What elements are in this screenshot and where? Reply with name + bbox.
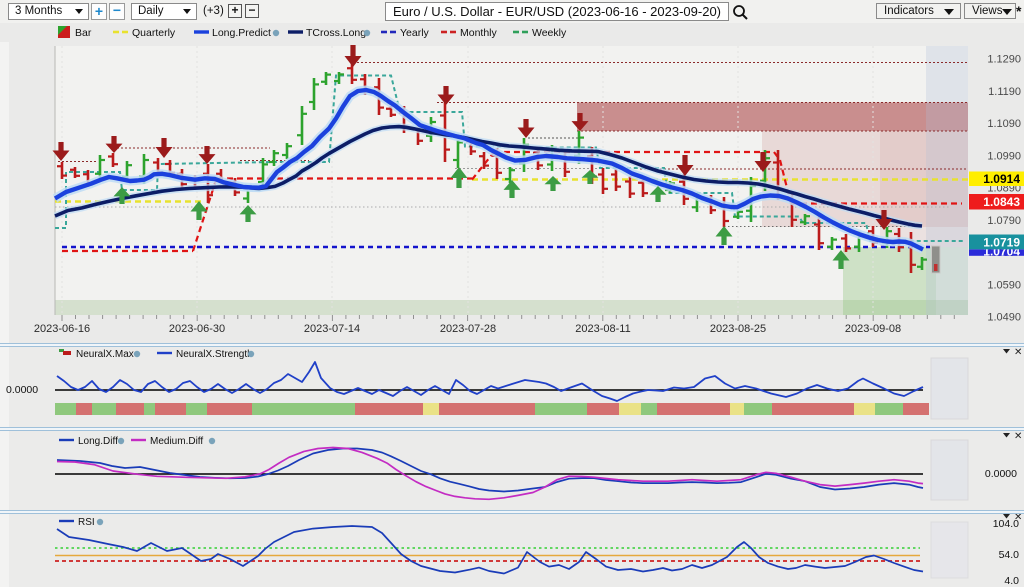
svg-text:Long.Diff: Long.Diff [78, 436, 118, 447]
svg-text:NeuralX.Strength: NeuralX.Strength [176, 349, 253, 360]
svg-text:1.1190: 1.1190 [988, 86, 1021, 98]
svg-text:0.0000: 0.0000 [6, 384, 38, 396]
svg-text:2023-09-08: 2023-09-08 [845, 323, 901, 335]
svg-text:1.0843: 1.0843 [983, 195, 1020, 209]
svg-text:1.0719: 1.0719 [983, 236, 1020, 250]
svg-text:RSI: RSI [78, 517, 95, 528]
svg-text:1.0790: 1.0790 [987, 215, 1021, 227]
svg-text:Medium.Diff: Medium.Diff [150, 436, 203, 447]
svg-text:1.0490: 1.0490 [987, 312, 1021, 324]
svg-text:0.0000: 0.0000 [985, 468, 1017, 480]
svg-text:Quarterly: Quarterly [132, 27, 176, 39]
svg-text:TCross.Long: TCross.Long [306, 27, 366, 39]
svg-text:NeuralX.Max: NeuralX.Max [76, 349, 134, 360]
svg-text:2023-06-30: 2023-06-30 [169, 323, 225, 335]
svg-text:1.0590: 1.0590 [987, 279, 1021, 291]
svg-text:2023-06-16: 2023-06-16 [34, 323, 90, 335]
svg-text:✕: ✕ [1014, 347, 1022, 358]
svg-text:1.0914: 1.0914 [983, 172, 1020, 186]
svg-text:1.1090: 1.1090 [987, 118, 1021, 130]
svg-text:✕: ✕ [1014, 514, 1022, 523]
svg-text:Bar: Bar [75, 27, 92, 39]
svg-text:Monthly: Monthly [460, 27, 498, 39]
svg-text:1.1290: 1.1290 [987, 54, 1021, 66]
svg-text:2023-07-14: 2023-07-14 [304, 323, 360, 335]
svg-text:1.0990: 1.0990 [987, 150, 1021, 162]
svg-text:4.0: 4.0 [1004, 575, 1019, 587]
svg-text:2023-08-11: 2023-08-11 [575, 323, 630, 335]
svg-text:Weekly: Weekly [532, 27, 567, 39]
svg-text:54.0: 54.0 [999, 549, 1020, 561]
svg-text:2023-07-28: 2023-07-28 [440, 323, 496, 335]
svg-text:Yearly: Yearly [400, 27, 430, 39]
svg-text:✕: ✕ [1014, 431, 1022, 442]
svg-text:104.0: 104.0 [993, 518, 1019, 530]
svg-text:Long.Predict: Long.Predict [212, 27, 271, 39]
svg-text:2023-08-25: 2023-08-25 [710, 323, 766, 335]
